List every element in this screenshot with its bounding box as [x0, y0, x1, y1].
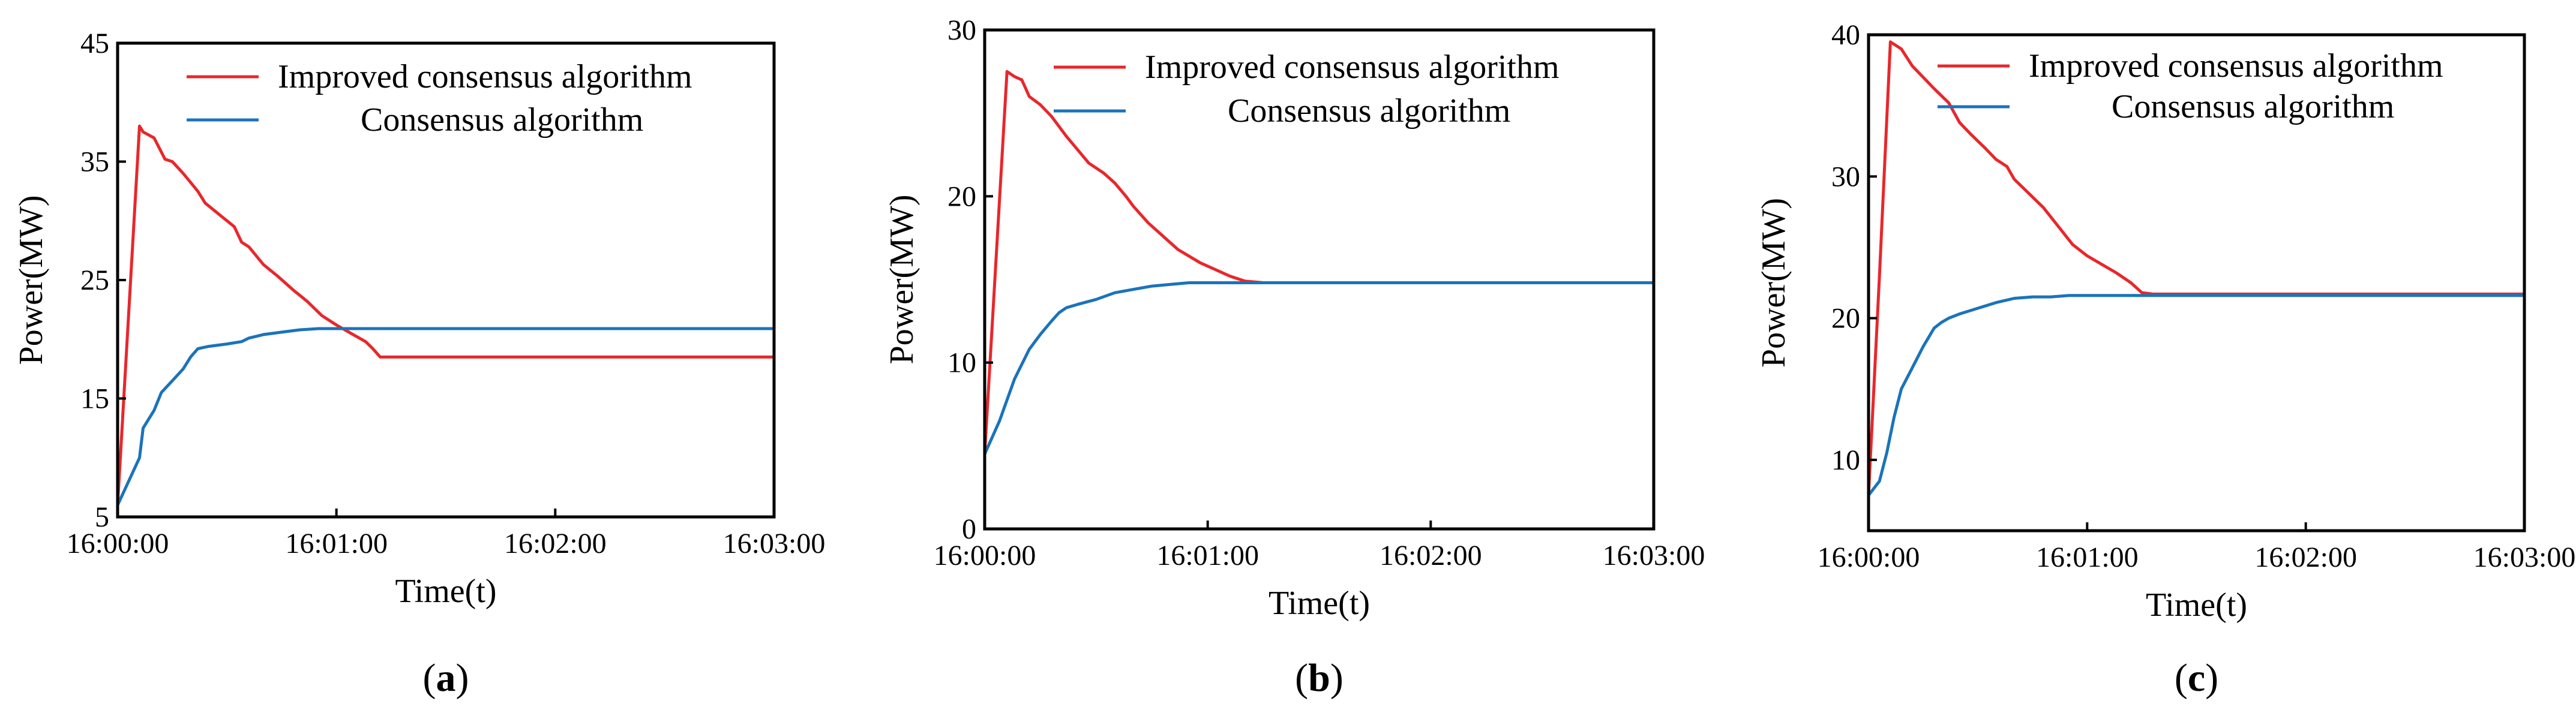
chart-svg-c: 16:00:00 16:01:00 16:02:00 16:03:00 10 20 30 40… — [1755, 19, 2576, 700]
x-axis-title: Time(t) — [2146, 586, 2247, 624]
series-line-consensus — [983, 281, 1654, 455]
plot-frame — [1867, 33, 2526, 533]
x-tick-label: 16:01:00 — [2036, 542, 2139, 573]
x-tick-label: 16:02:00 — [504, 528, 607, 559]
series-line-consensus — [116, 327, 774, 506]
series-line-improved — [116, 124, 774, 506]
chart-panel-a: 16:00:00 16:01:00 16:02:00 16:03:00 5 15 25 35 4… — [0, 0, 859, 728]
y-axis-title: Power(MW) — [13, 195, 50, 365]
x-axis-title: Time(t) — [395, 573, 496, 610]
x-tick-label: 16:00:00 — [1818, 542, 1920, 573]
y-tick-label: 45 — [80, 28, 109, 59]
series-line-consensus — [1867, 294, 2524, 497]
chart-panel-c: 16:00:00 16:01:00 16:02:00 16:03:00 10 20 30 40… — [1717, 0, 2576, 728]
x-tick-label: 16:00:00 — [934, 540, 1036, 571]
panel-label: (c) — [2175, 656, 2218, 700]
series-line-improved — [1867, 40, 2524, 496]
panel-label: (a) — [423, 656, 469, 700]
y-tick-label: 35 — [80, 146, 109, 178]
x-tick-label: 16:03:00 — [1603, 540, 1705, 571]
y-tick-label: 25 — [80, 264, 109, 296]
chart-svg-a: 16:00:00 16:01:00 16:02:00 16:03:00 5 15 25 35 4… — [13, 28, 826, 700]
series-line-improved — [983, 70, 1654, 455]
x-tick-label: 16:01:00 — [285, 528, 388, 559]
y-tick-label: 40 — [1831, 19, 1860, 51]
legend-label-consensus: Consensus algorithm — [361, 101, 643, 139]
x-tick-label: 16:03:00 — [723, 528, 826, 559]
y-axis-title: Power(MW) — [1755, 198, 1792, 368]
x-tick-label: 16:01:00 — [1156, 540, 1259, 571]
legend-label-consensus: Consensus algorithm — [1228, 92, 1510, 130]
x-tick-label: 16:00:00 — [67, 528, 169, 559]
y-tick-label: 20 — [947, 181, 976, 212]
chart-panel-b: 16:00:00 16:01:00 16:02:00 16:03:00 0 10 20 30 T… — [859, 0, 1717, 728]
y-tick-label: 30 — [1831, 161, 1860, 192]
y-tick-label: 10 — [1831, 444, 1860, 476]
y-tick-label: 10 — [947, 347, 976, 379]
plot-frame — [983, 28, 1656, 531]
y-tick-label: 15 — [80, 383, 109, 415]
y-tick-label: 30 — [947, 14, 976, 46]
chart-svg-b: 16:00:00 16:01:00 16:02:00 16:03:00 0 10 20 30 T… — [883, 14, 1705, 700]
y-axis-title: Power(MW) — [883, 194, 920, 364]
x-tick-label: 16:03:00 — [2473, 542, 2576, 573]
x-tick-label: 16:02:00 — [2254, 542, 2357, 573]
panel-label: (b) — [1295, 656, 1344, 700]
legend-label-consensus: Consensus algorithm — [2112, 88, 2394, 125]
legend-label-improved: Improved consensus algorithm — [2029, 47, 2443, 85]
x-tick-label: 16:02:00 — [1380, 540, 1482, 571]
y-tick-label: 5 — [95, 501, 109, 533]
x-axis-title: Time(t) — [1268, 585, 1370, 622]
legend-label-improved: Improved consensus algorithm — [278, 58, 692, 95]
y-tick-label: 0 — [962, 513, 976, 545]
y-tick-label: 20 — [1831, 303, 1860, 335]
legend-label-improved: Improved consensus algorithm — [1145, 49, 1560, 86]
